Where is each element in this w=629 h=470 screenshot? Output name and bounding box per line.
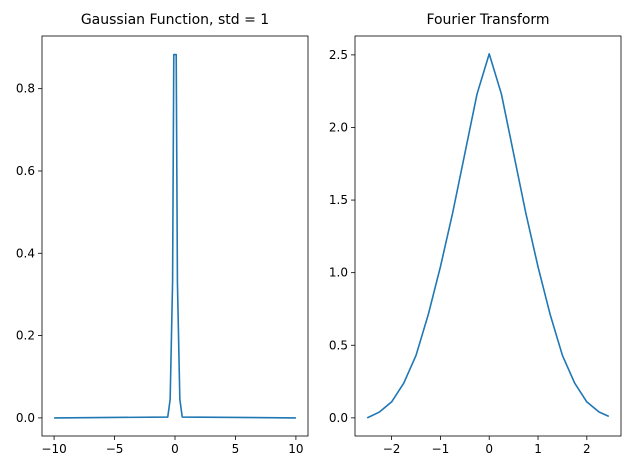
right-ytick-label: 2.5 <box>329 48 348 62</box>
right-ytick-label: 1.0 <box>329 266 348 280</box>
left-xtick-label: −5 <box>106 442 124 456</box>
left-axes-frame <box>41 35 309 437</box>
right-ytick-label: 1.5 <box>329 193 348 207</box>
right-subplot: Fourier Transform −2 −1 0 1 2 0.0 0.5 1.0 1.5 2.0… <box>329 12 622 456</box>
left-ytick-label: 0.4 <box>16 246 35 260</box>
left-xtick-label: 10 <box>288 442 303 456</box>
right-xtick-label: 1 <box>534 442 542 456</box>
right-xtick-label: 0 <box>485 442 493 456</box>
left-xtick-label: 5 <box>232 442 240 456</box>
left-ytick-label: 0.2 <box>16 329 35 343</box>
right-chart-title: Fourier Transform <box>426 12 549 28</box>
right-axes-frame <box>354 35 622 437</box>
left-gaussian-line <box>54 53 296 419</box>
right-ytick-label: 2.0 <box>329 120 348 134</box>
left-ticks: −10 −5 0 5 10 0.0 0.2 0.4 0.6 0.8 <box>16 82 304 456</box>
left-subplot: Gaussian Function, std = 1 −10 −5 0 5 10 0.0 0… <box>16 12 309 456</box>
right-fourier-line <box>366 53 610 419</box>
left-xtick-label: −10 <box>41 442 66 456</box>
left-chart-title: Gaussian Function, std = 1 <box>81 12 269 28</box>
left-ytick-label: 0.8 <box>16 82 35 96</box>
right-xtick-label: 2 <box>583 442 591 456</box>
right-ytick-label: 0.5 <box>329 338 348 352</box>
right-ticks: −2 −1 0 1 2 0.0 0.5 1.0 1.5 2.0 2.5 <box>329 48 591 456</box>
right-xtick-label: −2 <box>383 442 401 456</box>
left-xtick-label: 0 <box>171 442 179 456</box>
left-ytick-label: 0.0 <box>16 411 35 425</box>
left-ytick-label: 0.6 <box>16 164 35 178</box>
right-xtick-label: −1 <box>432 442 450 456</box>
right-ytick-label: 0.0 <box>329 411 348 425</box>
